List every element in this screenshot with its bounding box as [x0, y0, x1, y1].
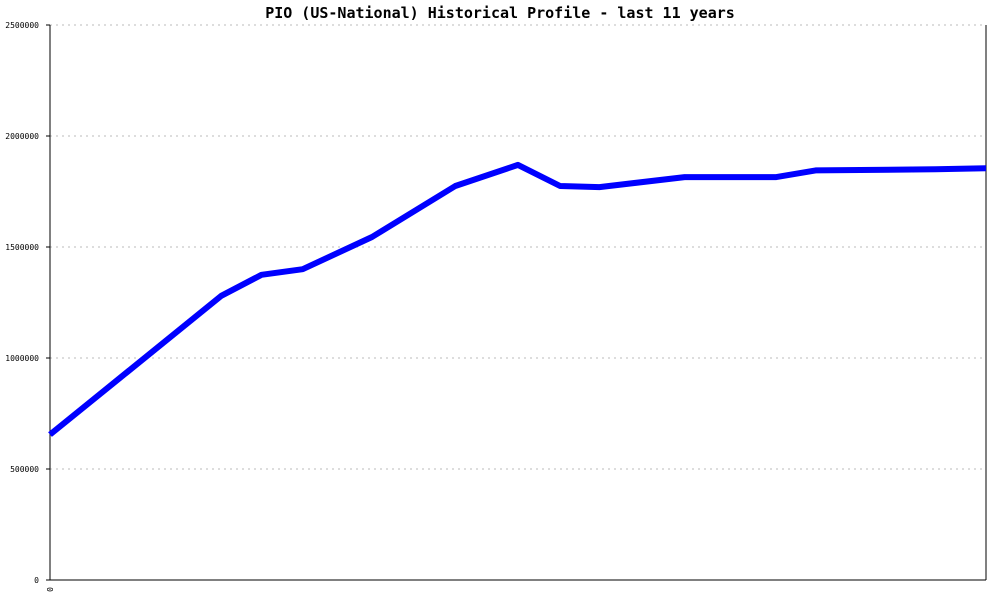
x-tick-label: 0 [46, 587, 55, 592]
series-layer [48, 161, 987, 437]
y-axis-ticks: 0 500000 1000000 1500000 2000000 2500000 [5, 21, 50, 585]
chart-title: PIO (US-National) Historical Profile - l… [265, 4, 735, 22]
y-tick-label: 500000 [10, 465, 39, 474]
grid-lines [50, 24, 986, 470]
series-line [48, 161, 987, 437]
y-tick-label: 0 [34, 576, 39, 585]
y-tick-label: 2000000 [5, 132, 39, 141]
y-tick-label: 2500000 [5, 21, 39, 30]
y-tick-label: 1500000 [5, 243, 39, 252]
x-axis-ticks: 0 [46, 587, 55, 592]
y-tick-label: 1000000 [5, 354, 39, 363]
